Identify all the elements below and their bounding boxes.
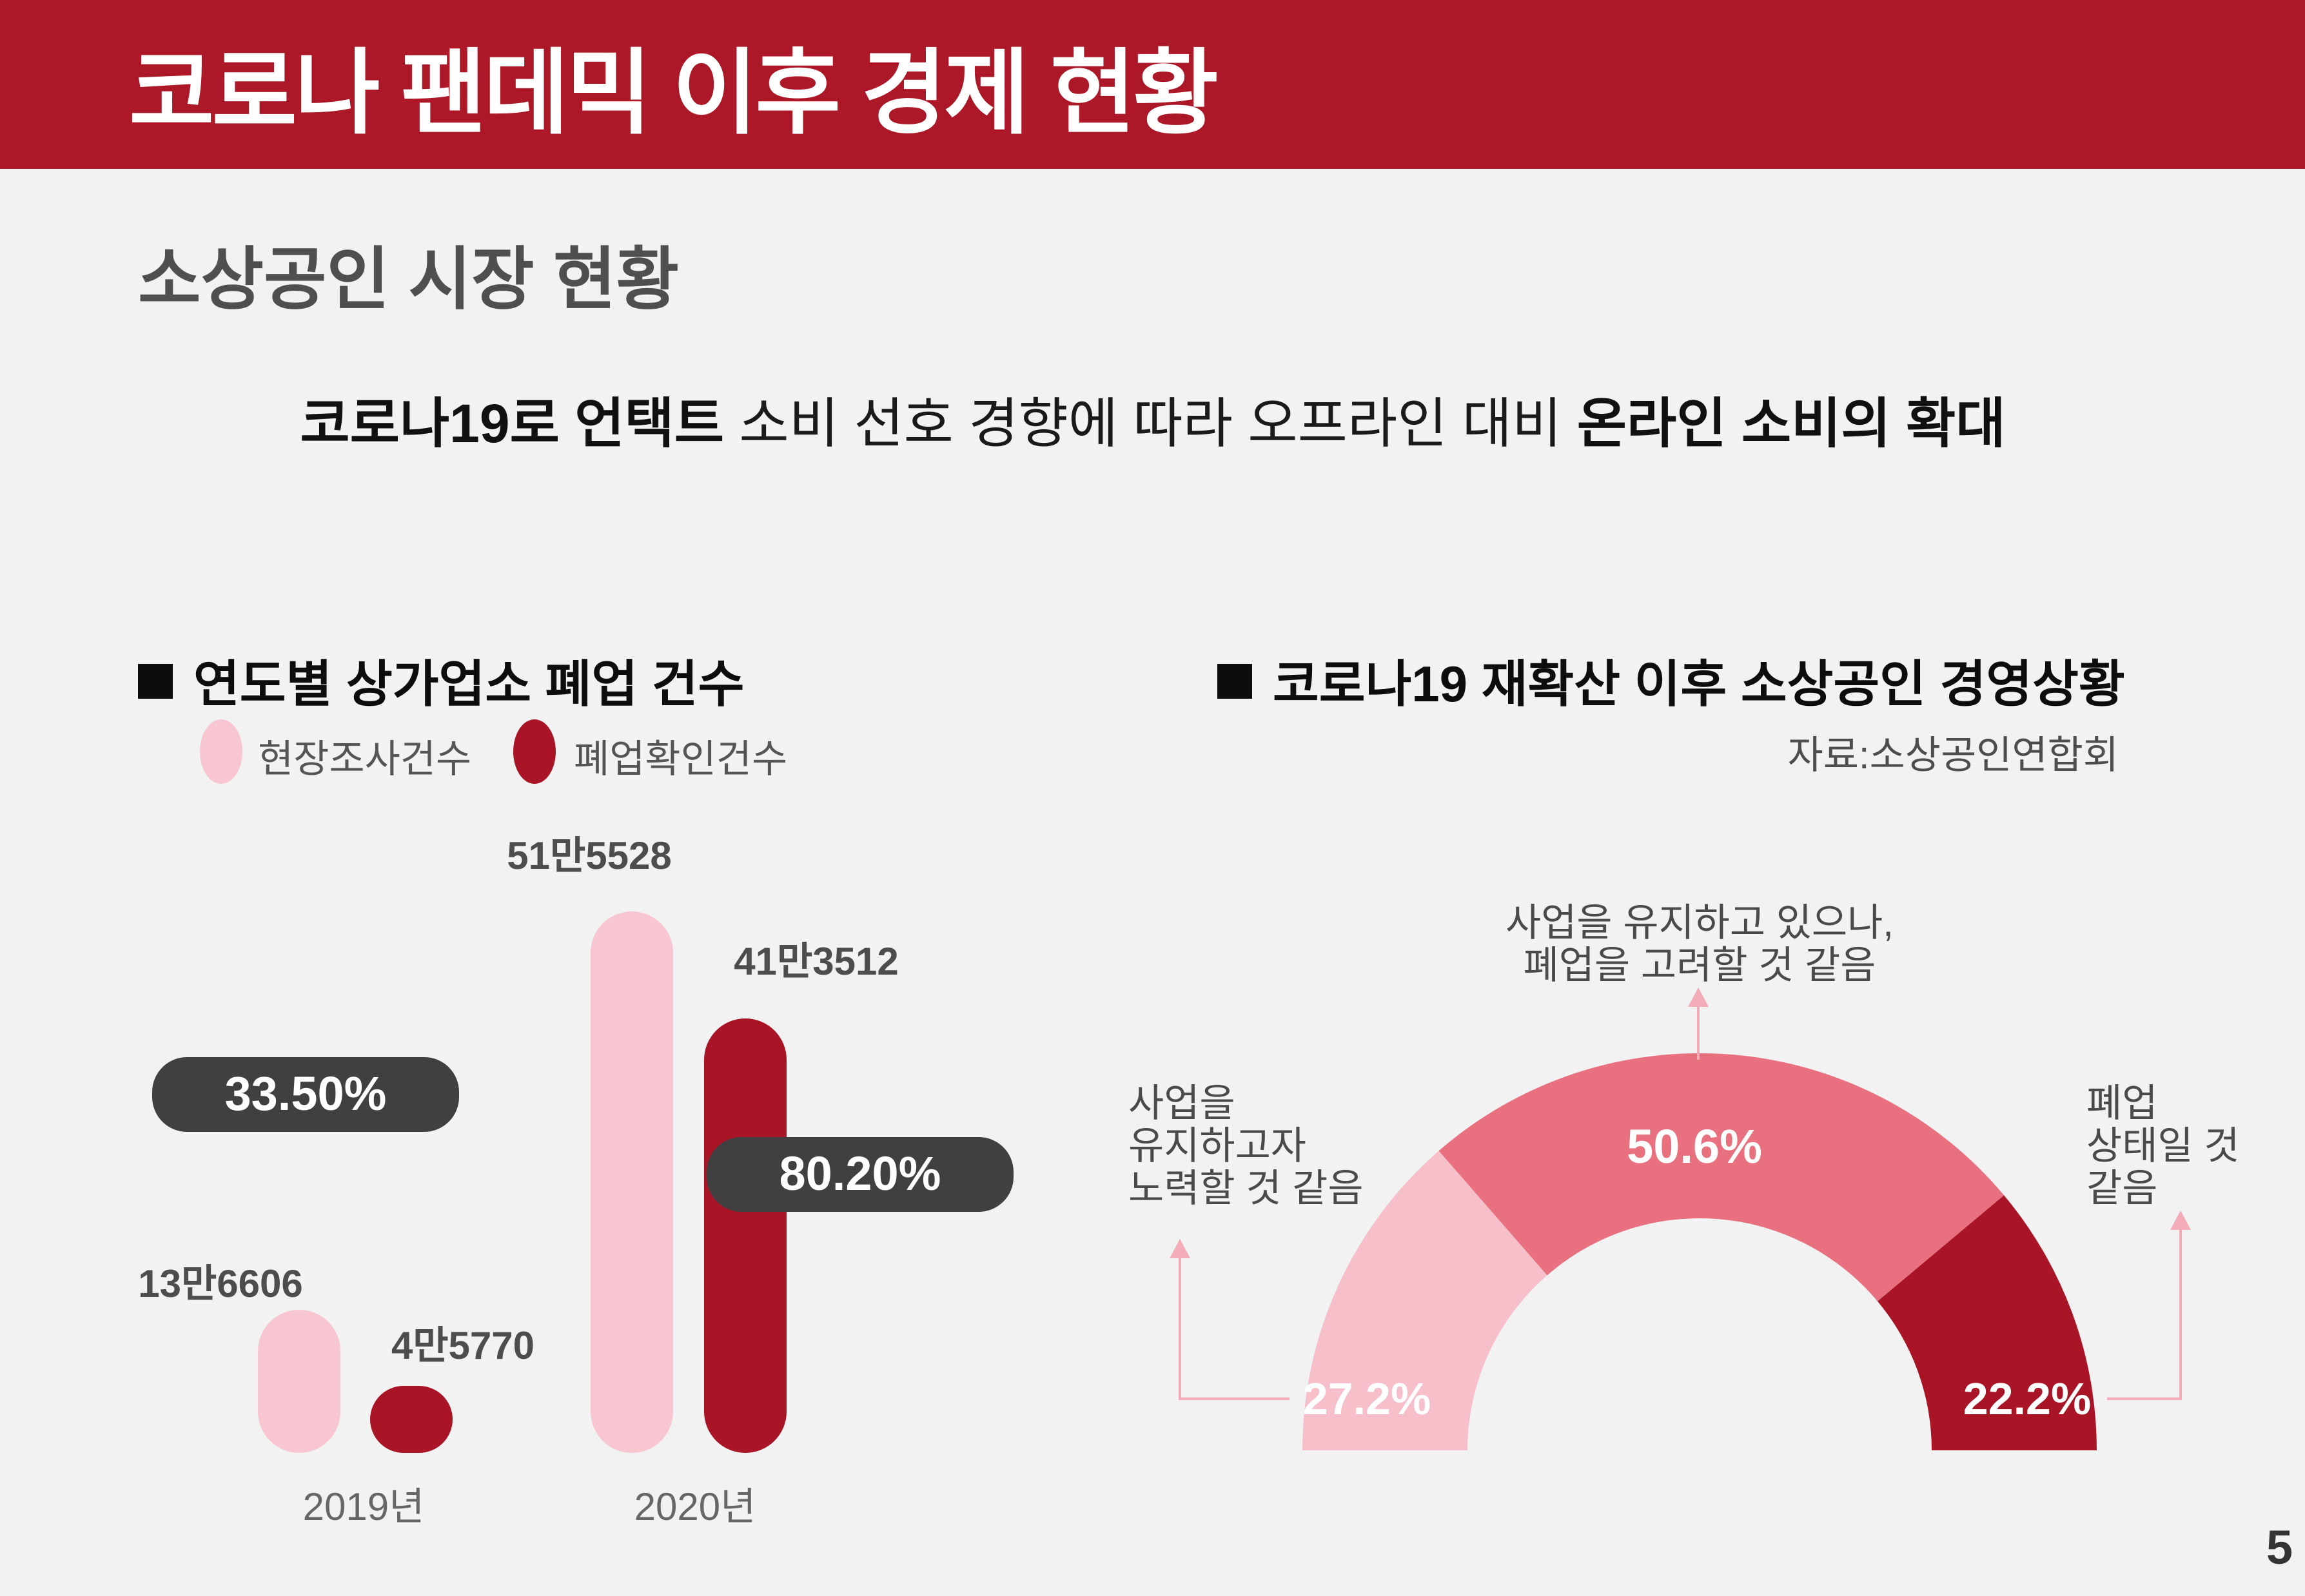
callout-left-line-2: 유지하고자: [1128, 1125, 1306, 1168]
arrow-up-icon: [1170, 1239, 1190, 1258]
badge-closure-rate: 80.20%: [707, 1137, 1014, 1212]
lead-sentence: 코로나19로 언택트 소비 선호 경향에 따라 오프라인 대비 온라인 소비의 …: [0, 380, 2305, 459]
callout-left: 사업을 유지하고자 노력할 것 같음: [1128, 1083, 1364, 1211]
callout-top-line-2: 폐업을 고려할 것 같음: [1523, 945, 1876, 988]
axis-label-2019: 2019년: [302, 1486, 425, 1529]
top-connector-line: [1697, 1006, 1700, 1060]
right-connector-vline: [2179, 1229, 2182, 1400]
bar-2019-closure-confirmed: [370, 1386, 453, 1453]
value-label-2020-field: 51만5528: [507, 835, 672, 878]
right-connector-hline: [2107, 1397, 2182, 1400]
donut-slice: [1302, 1151, 1547, 1450]
callout-right: 폐업 상태일 것 같음: [2086, 1083, 2240, 1211]
square-bullet-icon: [1217, 663, 1252, 698]
callout-top-line-1: 사업을 유지하고 있으나,: [1505, 902, 1894, 945]
lead-regular: 소비 선호 경향에 따라 오프라인 대비: [724, 393, 1577, 454]
left-connector-hline: [1179, 1397, 1290, 1400]
square-bullet-icon: [138, 663, 173, 698]
right-chart-title: 코로나19 재확산 이후 소상공인 경영상황: [1217, 645, 2125, 717]
donut-slice: [1438, 1053, 2005, 1301]
left-chart-title-text: 연도별 상가업소 폐업 건수: [193, 657, 745, 713]
data-source: 자료:소상공인연합회: [1787, 735, 2119, 777]
arrow-up-icon: [2170, 1211, 2191, 1230]
section-heading: 소상공인 시장 현황: [138, 242, 680, 318]
legend-marker-closure-confirmed: [513, 719, 556, 784]
axis-label-2020: 2020년: [634, 1486, 756, 1529]
callout-right-line-2: 상태일 것: [2086, 1125, 2240, 1168]
value-label-2019-field: 13만6606: [138, 1263, 303, 1306]
legend-marker-field-survey: [200, 719, 242, 784]
half-donut-chart: [1302, 1053, 2097, 1450]
top-banner: 코로나 팬데믹 이후 경제 현황: [0, 0, 2305, 169]
legend-label-closure-confirmed: 폐업확인건수: [574, 739, 788, 781]
badge-field-survey-rate: 33.50%: [152, 1057, 459, 1132]
legend-label-field-survey: 현장조사건수: [258, 739, 472, 781]
left-chart-title: 연도별 상가업소 폐업 건수: [138, 645, 744, 717]
lead-bold-2: 온라인 소비의 확대: [1576, 393, 2006, 454]
callout-right-line-3: 같음: [2086, 1168, 2158, 1211]
callout-top: 사업을 유지하고 있으나, 폐업을 고려할 것 같음: [1442, 902, 1957, 988]
donut-slice: [1877, 1195, 2097, 1450]
arrow-up-icon: [1688, 988, 1709, 1007]
slice-percent-consider-closing: 50.6%: [1627, 1120, 1762, 1173]
value-label-2019-closure: 4만5770: [391, 1325, 535, 1368]
callout-left-line-1: 사업을: [1128, 1083, 1235, 1125]
slide-title: 코로나 팬데믹 이후 경제 현황: [129, 43, 1219, 146]
left-connector-vline: [1179, 1257, 1181, 1400]
lead-bold-1: 코로나19로 언택트: [300, 393, 725, 454]
value-label-2020-closure: 41만3512: [734, 941, 899, 984]
slice-percent-keep-trying: 27.2%: [1302, 1374, 1431, 1425]
bar-2019-field-survey: [258, 1310, 340, 1453]
bar-2020-field-survey: [591, 911, 673, 1453]
callout-right-line-1: 폐업: [2086, 1083, 2158, 1125]
callout-left-line-3: 노력할 것 같음: [1128, 1168, 1364, 1211]
slice-percent-closed: 22.2%: [1963, 1374, 2092, 1425]
bar-2020-closure-confirmed: [704, 1018, 787, 1453]
right-chart-title-text: 코로나19 재확산 이후 소상공인 경영상황: [1273, 657, 2125, 713]
page-number: 5: [2266, 1521, 2293, 1574]
